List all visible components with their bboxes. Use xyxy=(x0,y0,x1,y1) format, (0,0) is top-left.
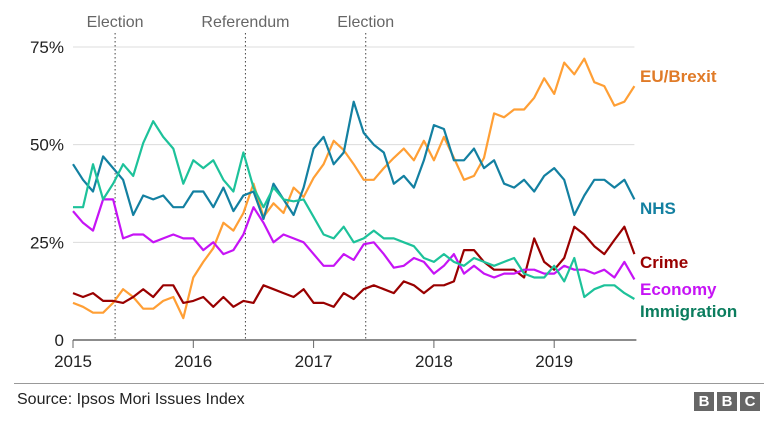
series-label: Economy xyxy=(640,280,717,299)
bbc-logo: B B C xyxy=(694,392,760,411)
x-tick-label: 2019 xyxy=(535,352,573,371)
logo-letter: B xyxy=(717,392,737,411)
event-label: Election xyxy=(87,14,144,31)
x-tick-label: 2015 xyxy=(54,352,92,371)
series-line-immigration xyxy=(73,120,635,300)
x-tick-label: 2018 xyxy=(415,352,453,371)
footer-divider xyxy=(14,383,764,384)
event-label: Referendum xyxy=(201,14,289,31)
event-label: Election xyxy=(337,14,394,31)
x-tick-label: 2016 xyxy=(174,352,212,371)
series-line-eu-brexit xyxy=(72,57,636,320)
series-line-nhs xyxy=(72,100,636,220)
series-label: Immigration xyxy=(640,302,737,321)
series-line-crime xyxy=(72,225,636,308)
series-label: NHS xyxy=(640,199,676,218)
x-tick-label: 2017 xyxy=(295,352,333,371)
y-tick-label: 25% xyxy=(30,233,64,252)
y-tick-label: 0 xyxy=(55,331,64,350)
y-tick-label: 75% xyxy=(30,38,64,57)
series-line-economy xyxy=(72,198,636,280)
logo-letter: C xyxy=(740,392,760,411)
series-label: EU/Brexit xyxy=(640,67,717,86)
source-note: Source: Ipsos Mori Issues Index xyxy=(17,391,245,408)
logo-letter: B xyxy=(694,392,714,411)
y-tick-label: 50% xyxy=(30,136,64,155)
series-label: Crime xyxy=(640,253,688,272)
